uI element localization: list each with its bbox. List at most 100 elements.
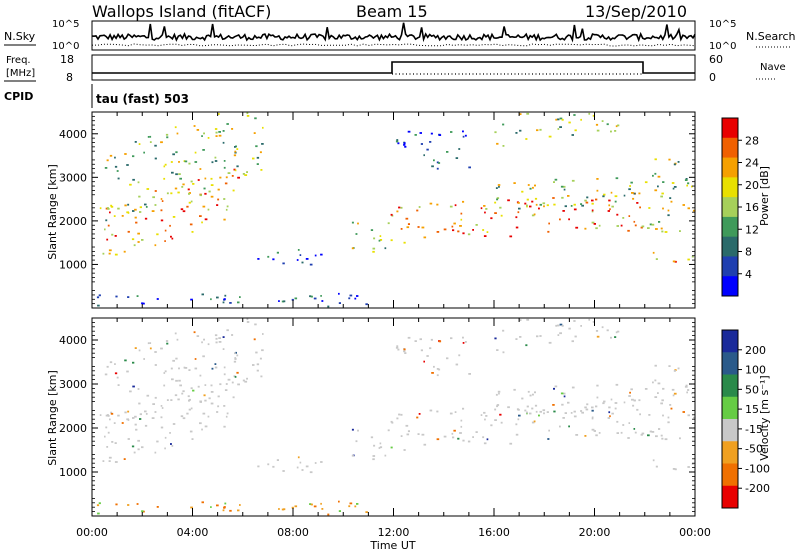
power-cell <box>616 225 619 227</box>
velocity-cell <box>452 436 455 439</box>
power-cell <box>143 151 145 154</box>
velocity-cell <box>244 380 248 383</box>
velocity-cell <box>149 342 152 344</box>
power-cell <box>452 229 455 232</box>
velocity-cell <box>573 320 576 322</box>
power-cell <box>378 239 381 242</box>
time-axis-label: Time UT <box>369 539 415 552</box>
power-cell <box>164 240 166 242</box>
freq-panel-frame <box>91 54 696 81</box>
power-cell <box>107 224 110 227</box>
power-cell <box>593 223 596 225</box>
velocity-cell <box>617 330 620 333</box>
power-cell <box>160 198 163 200</box>
velocity-cell <box>475 431 478 433</box>
velocity-cell <box>216 504 219 507</box>
time-axis-labels: 00:00 04:00 08:00 12:00 16:00 20:00 00:00 <box>76 526 711 539</box>
velocity-cell <box>121 422 124 424</box>
power-cell <box>591 210 594 213</box>
power-cell <box>519 113 522 115</box>
power-cell <box>246 171 248 173</box>
velocity-cell <box>214 363 217 365</box>
velocity-cell <box>421 433 425 436</box>
velocity-cell <box>641 432 645 435</box>
velocity-cell <box>124 411 127 414</box>
colorbar-swatch <box>722 330 738 353</box>
velocity-cell <box>620 431 623 434</box>
velocity-cell <box>191 438 194 440</box>
power-cell <box>384 247 387 250</box>
velocity-cell <box>188 399 190 402</box>
power-cell <box>234 150 237 153</box>
power-cell <box>581 204 584 207</box>
power-cell <box>662 181 665 183</box>
power-cell <box>136 295 139 297</box>
velocity-cell <box>593 430 596 432</box>
velocity-cell <box>496 349 499 351</box>
power-cell <box>606 123 609 126</box>
power-cell <box>226 205 229 208</box>
velocity-cell <box>236 354 239 357</box>
power-cell <box>160 209 163 212</box>
velocity-cell <box>661 399 664 402</box>
power-cell <box>431 165 434 168</box>
power-panel: 1000 2000 3000 4000 <box>59 111 696 309</box>
velocity-cell <box>349 502 353 505</box>
power-cell <box>114 235 117 237</box>
velocity-cell <box>143 358 145 360</box>
velocity-cell <box>608 411 611 414</box>
power-cell <box>179 177 182 180</box>
power-cell <box>610 191 613 194</box>
velocity-cell <box>379 446 383 449</box>
power-cell <box>404 145 407 148</box>
velocity-cell <box>132 385 135 388</box>
power-cell <box>595 198 598 201</box>
velocity-cell <box>231 381 234 384</box>
velocity-cell <box>179 384 182 387</box>
velocity-cell <box>217 395 220 398</box>
velocity-cell <box>256 369 259 372</box>
power-cell <box>423 154 425 157</box>
power-cell <box>525 138 528 140</box>
power-cell <box>649 223 652 226</box>
velocity-cell <box>226 412 229 415</box>
velocity-cell <box>622 424 625 426</box>
velocity-cell <box>610 336 612 339</box>
power-cell <box>460 218 463 221</box>
velocity-cell <box>596 396 599 399</box>
power-cell <box>138 195 141 198</box>
power-cell <box>121 215 124 217</box>
power-cell <box>193 125 196 127</box>
ytick-label: 3000 <box>59 171 87 184</box>
power-cell <box>603 193 606 196</box>
power-cell <box>126 211 129 214</box>
velocity-cell <box>141 510 144 513</box>
power-cell <box>640 226 643 229</box>
velocity-cell <box>106 365 109 368</box>
power-cell <box>483 235 487 237</box>
velocity-cell <box>446 357 449 360</box>
noise-panel-frame <box>91 20 696 51</box>
power-cell <box>144 203 147 206</box>
power-cell <box>313 297 317 300</box>
power-cell <box>244 174 248 176</box>
power-cell <box>454 204 457 207</box>
velocity-cell <box>615 383 619 386</box>
power-cell <box>462 135 465 138</box>
velocity-cell <box>348 505 351 508</box>
velocity-cell <box>170 367 173 370</box>
velocity-cell <box>184 367 188 369</box>
velocity-cell <box>548 429 550 432</box>
power-cell <box>414 134 417 136</box>
velocity-cell <box>649 430 652 433</box>
power-cell <box>267 255 270 258</box>
noise-sky-line <box>91 22 696 43</box>
colorbar-tick-label: -15 <box>745 423 763 436</box>
velocity-cell <box>131 445 135 448</box>
velocity-cell <box>215 337 218 340</box>
velocity-cell <box>462 439 465 442</box>
freq-tick-low: 8 <box>66 71 73 84</box>
power-cell <box>496 198 499 201</box>
power-cell <box>499 206 502 209</box>
velocity-cell <box>233 375 236 378</box>
